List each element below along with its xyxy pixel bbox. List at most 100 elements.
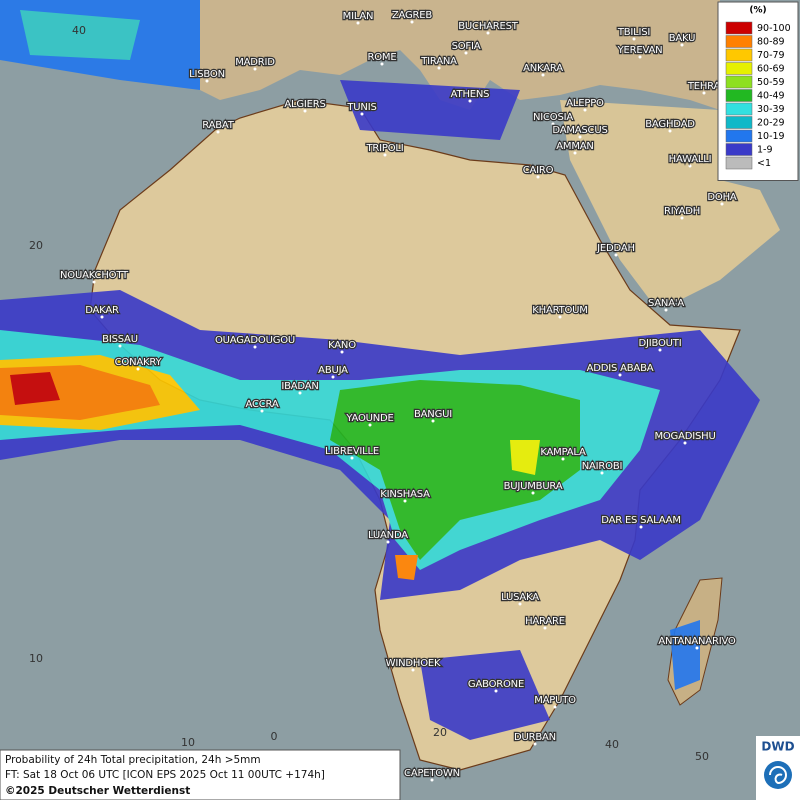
city-marker — [383, 153, 387, 157]
legend-swatch — [725, 102, 753, 116]
city-marker — [583, 108, 587, 112]
city-marker — [668, 129, 672, 133]
city-label: CAIRO — [523, 165, 554, 176]
city-marker — [430, 778, 434, 782]
city-marker — [253, 67, 257, 71]
city-marker — [531, 491, 535, 495]
city-marker — [403, 499, 407, 503]
city-marker — [411, 668, 415, 672]
city-label: ANKARA — [523, 63, 563, 74]
city-label: ROME — [368, 52, 397, 63]
city-marker — [720, 202, 724, 206]
city-label: HARARE — [525, 616, 565, 627]
city-marker — [92, 280, 96, 284]
grid-label: 20 — [29, 239, 43, 252]
city-label: BAKU — [669, 33, 696, 44]
city-marker — [573, 151, 577, 155]
city-marker — [360, 112, 364, 116]
city-label: NOUAKCHOTT — [60, 270, 129, 281]
city-label: HAWALLI — [669, 154, 712, 165]
city-label: MOGADISHU — [654, 431, 715, 442]
city-marker — [638, 55, 642, 59]
precip-area — [420, 650, 550, 740]
city-label: KHARTOUM — [532, 305, 587, 316]
city-label: TUNIS — [346, 102, 376, 113]
city-marker — [618, 373, 622, 377]
city-marker — [632, 37, 636, 41]
city-label: GABORONE — [468, 679, 524, 690]
city-label: AMMAN — [556, 141, 593, 152]
city-label: MILAN — [343, 11, 374, 22]
city-marker — [368, 423, 372, 427]
grid-label: 10 — [181, 736, 195, 749]
city-label: KANO — [328, 340, 356, 351]
europe-land — [200, 0, 720, 110]
city-marker — [702, 91, 706, 95]
logo-text: DWD — [761, 740, 794, 754]
legend-label: 30-39 — [757, 104, 785, 115]
city-label: IBADAN — [281, 381, 318, 392]
city-label: DAKAR — [85, 305, 119, 316]
city-marker — [561, 457, 565, 461]
legend-label: 90-100 — [757, 23, 791, 34]
legend-swatch — [725, 21, 753, 35]
city-label: LUANDA — [368, 530, 408, 541]
city-label: DURBAN — [514, 732, 556, 743]
city-label: SOFIA — [452, 41, 481, 52]
city-label: CAPETOWN — [404, 768, 460, 779]
city-label: DOHA — [707, 192, 736, 203]
city-label: ALGIERS — [284, 99, 325, 110]
legend-swatch — [725, 156, 753, 170]
city-label: OUAGADOUGOU — [215, 335, 295, 346]
city-labels: MILAN ZAGREB BUCHAREST TBILISI BAKU ROME SOFIA… — [59, 9, 738, 782]
city-label: ZAGREB — [392, 10, 433, 21]
precip-area — [20, 10, 140, 60]
city-label: LUSAKA — [501, 592, 539, 603]
city-marker — [695, 646, 699, 650]
city-label: LIBREVILLE — [325, 446, 379, 457]
legend-swatch — [725, 129, 753, 143]
legend-title: (%) — [749, 6, 766, 16]
city-label: DAMASCUS — [552, 125, 607, 136]
city-marker — [410, 20, 414, 24]
grid-label: 0 — [271, 730, 278, 743]
city-marker — [688, 164, 692, 168]
city-label: TRIPOLI — [365, 143, 403, 154]
city-label: JEDDAH — [596, 243, 635, 254]
city-marker — [680, 43, 684, 47]
city-label: TBILISI — [617, 27, 650, 38]
city-label: CONAKRY — [115, 357, 163, 368]
city-marker — [614, 253, 618, 257]
legend: (%) 90-100 80-89 70-79 60-69 50-59 40-49 30-39 2… — [717, 1, 799, 181]
city-marker — [356, 21, 360, 25]
city-marker — [468, 99, 472, 103]
city-label: ADDIS ABABA — [587, 363, 654, 374]
city-marker — [260, 409, 264, 413]
precip-area — [330, 380, 580, 560]
legend-label: 60-69 — [757, 64, 785, 75]
city-marker — [533, 742, 537, 746]
city-marker — [664, 308, 668, 312]
city-label: MAPUTO — [534, 695, 576, 706]
city-marker — [536, 175, 540, 179]
city-label: ANTANANARIVO — [658, 636, 735, 647]
grid-label: 40 — [72, 24, 86, 37]
city-label: MADRID — [235, 57, 275, 68]
city-label: DAR ES SALAAM — [601, 515, 681, 526]
caption-box — [0, 749, 401, 800]
city-marker — [683, 441, 687, 445]
city-marker — [431, 419, 435, 423]
city-label: ALEPPO — [566, 98, 604, 109]
arabia-land — [560, 100, 780, 300]
city-label: KAMPALA — [540, 447, 586, 458]
caption-line: FT: Sat 18 Oct 06 UTC [ICON EPS 2025 Oct… — [5, 769, 325, 781]
legend-label: 10-19 — [757, 131, 785, 142]
city-marker — [494, 689, 498, 693]
city-label: TIRANA — [420, 56, 457, 67]
city-label: ACCRA — [245, 399, 278, 410]
legend-label: 70-79 — [757, 50, 785, 61]
city-label: BUJUMBURA — [504, 481, 563, 492]
city-marker — [541, 73, 545, 77]
city-marker — [386, 540, 390, 544]
